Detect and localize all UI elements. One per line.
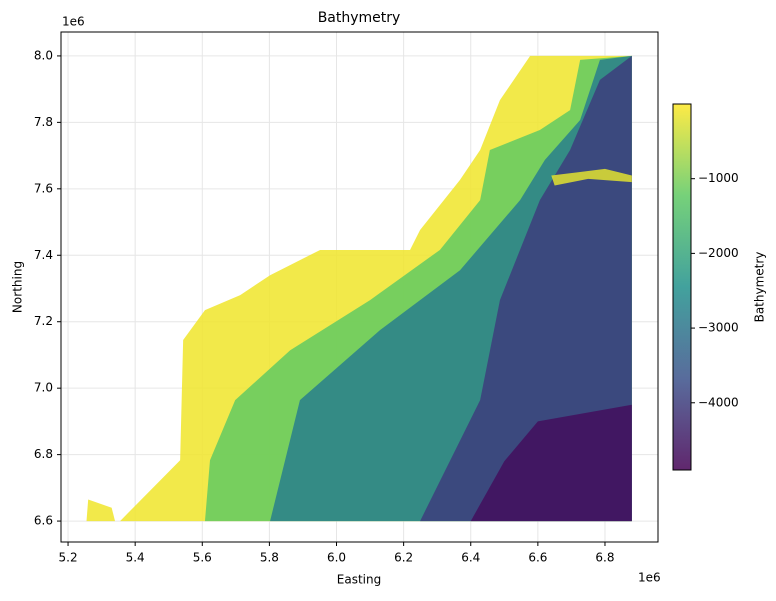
y-tick-label: 7.4 <box>34 248 53 262</box>
y-tick-label: 7.0 <box>34 381 53 395</box>
x-tick-label: 6.4 <box>461 551 480 565</box>
y-tick-label: 8.0 <box>34 48 53 62</box>
plot-frame <box>60 31 659 543</box>
x-tick-label: 6.8 <box>595 551 614 565</box>
depth-region <box>86 499 116 522</box>
x-tick-label: 6.2 <box>394 551 413 565</box>
depth-region <box>551 168 632 186</box>
colorbar-tick-label: −3000 <box>698 321 739 335</box>
x-tick-label: 5.6 <box>193 551 212 565</box>
y-tick-label: 7.6 <box>34 181 53 195</box>
x-offset-label: 1e6 <box>638 571 661 585</box>
colorbar-tick-label: −1000 <box>698 171 739 185</box>
colorbar <box>672 103 692 471</box>
x-tick-label: 5.2 <box>59 551 78 565</box>
x-tick-label: 6.0 <box>327 551 346 565</box>
y-tick-label: 6.8 <box>34 447 53 461</box>
x-tick-label: 6.6 <box>528 551 547 565</box>
x-tick-label: 5.4 <box>126 551 145 565</box>
x-axis-label: Easting <box>337 573 381 587</box>
y-tick-label: 7.2 <box>34 314 53 328</box>
y-offset-label: 1e6 <box>62 15 85 29</box>
x-tick-label: 5.8 <box>260 551 279 565</box>
depth-region <box>470 404 632 522</box>
colorbar-label: Bathymetry <box>753 252 767 323</box>
colorbar-tick-label: −4000 <box>698 395 739 409</box>
y-axis-label: Northing <box>11 261 25 313</box>
y-tick-label: 6.6 <box>34 514 53 528</box>
y-tick-label: 7.8 <box>34 115 53 129</box>
chart-title: Bathymetry <box>318 10 401 26</box>
colorbar-tick-label: −2000 <box>698 246 739 260</box>
